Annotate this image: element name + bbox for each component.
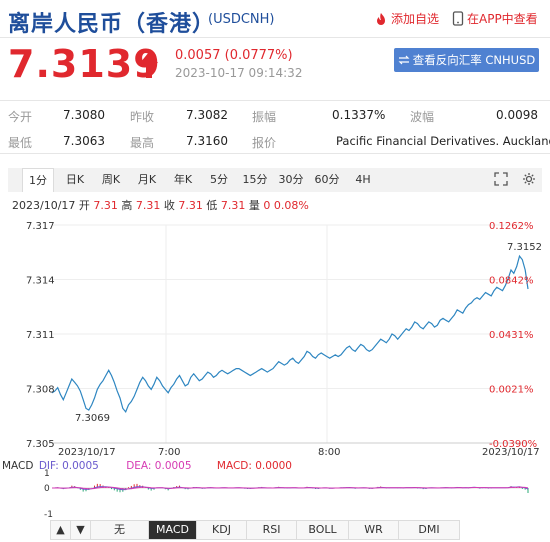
max-price-label: 7.3152 [507, 242, 542, 253]
ohlc-info: 2023/10/17 开 7.31 高 7.31 收 7.31 低 7.31 量… [12, 197, 309, 213]
info-low-value: 7.31 [220, 199, 246, 212]
indicator-bar: ▲ ▼ 无 MACD KDJ RSI BOLL WR DMI [50, 520, 460, 540]
flame-icon [377, 12, 385, 25]
pct-tick-label: 0.0842% [489, 276, 534, 287]
wave-label: 波幅 [410, 110, 435, 124]
indicator-none[interactable]: 无 [91, 521, 149, 539]
high-label: 最高 [130, 136, 155, 150]
tab-5min[interactable]: 5分 [210, 173, 228, 186]
indicator-macd[interactable]: MACD [149, 521, 197, 539]
tab-4h[interactable]: 4H [355, 173, 371, 186]
header-bar: 离岸人民币（香港） (USDCNH) 添加自选 在APP中查看 [0, 0, 550, 38]
tab-weekly[interactable]: 周K [101, 173, 121, 186]
currency-code: (USDCNH) [208, 12, 275, 27]
current-price: 7.3139 [8, 42, 161, 86]
open-in-app-button[interactable]: 在APP中查看 [452, 10, 538, 27]
info-vol-value: 0 [263, 199, 271, 212]
pct-tick-label: 0.1262% [489, 221, 534, 232]
quote-source-label: 报价 [252, 136, 277, 150]
macd-axis-label: 0 [44, 484, 50, 494]
tab-1min[interactable]: 1分 [22, 168, 54, 192]
wave-value: 0.0098 [496, 108, 538, 122]
info-vol-label: 量 [248, 199, 260, 212]
macd-axis-label: -1 [44, 510, 53, 520]
macd-dea-line [52, 486, 529, 490]
x-tick-label: 8:00 [318, 447, 340, 458]
quote-timestamp: 2023-10-17 09:14:32 [175, 66, 303, 80]
y-tick-label: 7.308 [26, 385, 55, 396]
indicator-wr[interactable]: WR [349, 521, 399, 539]
price-chart[interactable]: 7.317 7.314 7.311 7.308 7.305 0.1262% 0.0842%… [0, 210, 550, 520]
add-watchlist-button[interactable]: 添加自选 [374, 10, 439, 27]
stats-panel: 今开 7.3080 昨收 7.3082 振幅 0.1337% 波幅 0.0098… [0, 100, 550, 154]
x-tick-label: 7:00 [158, 447, 180, 458]
pct-tick-label: 0.0431% [489, 330, 534, 341]
swap-icon [398, 55, 410, 65]
x-tick-label: 2023/10/17 [58, 447, 116, 458]
tab-monthly[interactable]: 月K [137, 173, 157, 186]
info-high-value: 7.31 [135, 199, 161, 212]
open-value: 7.3080 [63, 108, 105, 122]
open-in-app-label: 在APP中查看 [467, 12, 538, 26]
y-tick-label: 7.305 [26, 439, 55, 450]
macd-value: MACD: 0.0000 [216, 460, 292, 472]
quote-source-value: Pacific Financial Derivatives. Auckland [336, 134, 550, 148]
macd-dif: DIF: 0.0005 [38, 460, 99, 472]
info-low-label: 低 [206, 199, 218, 212]
low-label: 最低 [8, 136, 33, 150]
low-value: 7.3063 [63, 134, 105, 148]
y-tick-label: 7.317 [26, 221, 55, 232]
tab-daily[interactable]: 日K [65, 173, 85, 186]
info-open-value: 7.31 [93, 199, 118, 212]
y-tick-label: 7.314 [26, 276, 55, 287]
macd-dea: DEA: 0.0005 [126, 460, 192, 472]
reverse-rate-label: 查看反向汇率 CNHUSD [412, 53, 536, 67]
indicator-boll[interactable]: BOLL [297, 521, 349, 539]
settings-icon[interactable] [522, 172, 536, 186]
info-high-label: 高 [121, 199, 133, 212]
prev-close-value: 7.3082 [186, 108, 228, 122]
info-close-value: 7.31 [178, 199, 203, 212]
macd-title: MACD [2, 460, 34, 472]
time-axis: 2023/10/17 7:00 8:00 2023/10/17 [58, 447, 540, 458]
price-line [51, 254, 529, 414]
percent-axis: 0.1262% 0.0842% 0.0431% 0.0021% -0.0390% [489, 221, 537, 450]
macd-chart: 1 0 -1 [44, 469, 529, 520]
reverse-rate-button[interactable]: 查看反向汇率 CNHUSD [394, 48, 539, 72]
price-change: 0.0057 (0.0777%) [175, 48, 293, 63]
min-price-label: 7.3069 [75, 413, 110, 424]
indicator-kdj[interactable]: KDJ [197, 521, 247, 539]
macd-axis-label: 1 [44, 469, 50, 479]
page-title: 离岸人民币（香港） [8, 12, 216, 37]
price-axis: 7.317 7.314 7.311 7.308 7.305 [26, 221, 55, 450]
info-pct-value: 0.08% [273, 199, 309, 212]
scroll-up-button[interactable]: ▲ [51, 521, 71, 539]
info-date: 2023/10/17 [12, 199, 76, 212]
up-arrow-icon [140, 52, 158, 78]
amplitude-label: 振幅 [252, 110, 277, 124]
phone-icon [452, 11, 464, 26]
prev-close-label: 昨收 [130, 110, 155, 124]
indicator-rsi[interactable]: RSI [247, 521, 297, 539]
tab-15min[interactable]: 15分 [242, 173, 268, 186]
fullscreen-icon[interactable] [494, 172, 508, 186]
tab-30min[interactable]: 30分 [278, 173, 304, 186]
open-label: 今开 [8, 110, 33, 124]
pct-tick-label: -0.0390% [489, 439, 537, 450]
high-value: 7.3160 [186, 134, 228, 148]
tab-yearly[interactable]: 年K [173, 173, 193, 186]
info-close-label: 收 [163, 199, 175, 212]
pct-tick-label: 0.0021% [489, 385, 534, 396]
scroll-down-button[interactable]: ▼ [71, 521, 91, 539]
info-open-label: 开 [78, 199, 90, 212]
x-tick-label: 2023/10/17 [482, 447, 540, 458]
y-tick-label: 7.311 [26, 330, 55, 341]
add-watchlist-label: 添加自选 [391, 12, 440, 26]
period-tabs: 1分 日K 周K 月K 年K 5分 15分 30分 60分 4H [8, 168, 542, 192]
macd-legend: MACD DIF: 0.0005 DEA: 0.0005 MACD: 0.000… [2, 460, 292, 472]
tab-60min[interactable]: 60分 [314, 173, 340, 186]
indicator-dmi[interactable]: DMI [418, 523, 440, 536]
amplitude-value: 0.1337% [332, 108, 386, 122]
chart-grid [52, 224, 528, 444]
